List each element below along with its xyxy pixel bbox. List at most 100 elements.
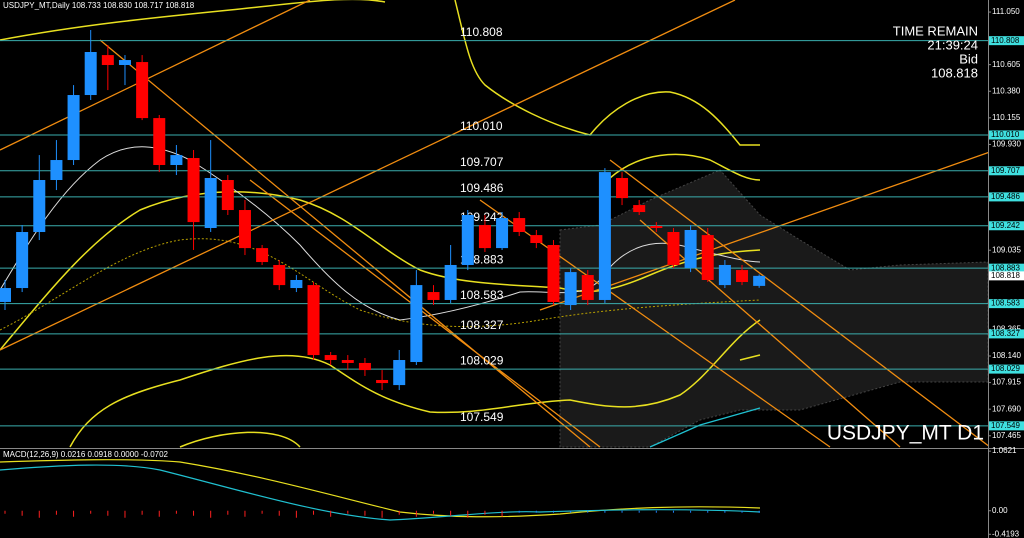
candle-body (170, 155, 183, 165)
cyan-line (649, 407, 761, 448)
candle-body (238, 210, 251, 249)
y-tick-label: 111.050 (992, 7, 1020, 16)
y-tick-label: 109.930 (992, 140, 1021, 149)
y-tick-label: 108.140 (992, 351, 1021, 360)
level-tag-label: 107.549 (991, 421, 1020, 430)
candle-body (650, 225, 663, 228)
dotted-ma (0, 238, 761, 331)
candle-body (496, 218, 509, 249)
candle-body (101, 55, 114, 66)
candle-body (410, 285, 423, 363)
level-tag (989, 364, 1024, 374)
candle-body (701, 235, 714, 280)
candle-body (633, 205, 646, 213)
candle-body (513, 218, 526, 233)
bollinger-middle (0, 191, 761, 351)
bollinger-outer (179, 153, 761, 448)
candle-body (718, 264, 731, 286)
y-tick-label: 107.690 (992, 404, 1021, 413)
level-tag (989, 329, 1024, 339)
level-tag-label: 110.808 (991, 36, 1020, 45)
level-tag-label: 109.486 (991, 192, 1020, 201)
candle-body (358, 362, 371, 371)
level-tag-label: 108.883 (991, 263, 1020, 272)
candle-body (33, 180, 46, 233)
candle-body (393, 360, 406, 386)
macd-tick-label: 1.0621 (992, 446, 1017, 455)
candle-body (736, 270, 749, 283)
candle-body (564, 272, 577, 306)
candle-body (118, 60, 131, 66)
level-tag (989, 130, 1024, 140)
candle-body (16, 232, 29, 289)
level-label: 108.583 (460, 288, 504, 302)
candle-body (547, 245, 560, 302)
level-tag-label: 108.029 (991, 364, 1020, 373)
bid-label: Bid (959, 51, 978, 66)
candle-body (753, 275, 766, 286)
level-tag (989, 192, 1024, 202)
level-tag-label: 109.707 (991, 166, 1020, 175)
candle-body (136, 62, 149, 119)
candle-body (667, 232, 680, 265)
macd-label: MACD(12,26,9) 0.0216 0.0918 0.0000 -0.07… (3, 450, 169, 459)
level-tag (989, 263, 1024, 273)
level-tag-label: 110.010 (991, 130, 1020, 139)
bollinger-lower (69, 319, 761, 448)
price-axis: 111.050 110.605 110.380 110.155 109.930 109.0… (988, 7, 1024, 440)
levels: 110.808110.010109.707109.486109.242108.8… (0, 25, 988, 427)
level-tag-label: 108.327 (991, 329, 1020, 338)
candle-body (153, 118, 166, 165)
level-label: 108.327 (460, 318, 504, 332)
level-tag-label: 109.242 (991, 221, 1020, 230)
y-tick-label: 108.365 (992, 325, 1021, 334)
level-label: 110.010 (460, 119, 503, 133)
candle-body (427, 292, 440, 300)
candle-body (324, 355, 337, 361)
level-tag (989, 221, 1024, 231)
candle-body (478, 225, 491, 249)
level-tag-label: 108.583 (991, 299, 1020, 308)
level-tag (989, 166, 1024, 176)
candle-body (444, 264, 457, 300)
y-tick-label: 109.035 (992, 245, 1021, 254)
bid-tag (989, 271, 1024, 281)
level-label: 110.808 (460, 25, 503, 39)
candle-body (581, 275, 594, 300)
level-label: 109.707 (460, 155, 504, 169)
macd-panel: 1.0621 0.00 -0.4193 (0, 446, 1020, 538)
indicators (0, 0, 1024, 448)
bid-value: 108.818 (931, 65, 978, 80)
level-tag (989, 36, 1024, 46)
level-label: 108.029 (460, 353, 504, 367)
time-remain: 21:39:24 (927, 37, 978, 52)
candles (0, 30, 766, 391)
candle-body (530, 235, 543, 244)
y-tick-label: 110.605 (992, 60, 1021, 69)
candle-body (461, 214, 474, 265)
bid-tag-label: 108.818 (991, 271, 1020, 280)
candle-body (290, 279, 303, 289)
macd-signal (0, 459, 761, 518)
candle-body (616, 177, 629, 199)
candle-body (598, 172, 611, 300)
candle-body (307, 285, 320, 356)
candle-body (187, 158, 200, 223)
macd-tick-label: -0.4193 (992, 529, 1020, 538)
candle-body (256, 248, 269, 263)
macd-main (0, 464, 761, 521)
time-remain-label: TIME REMAIN (893, 23, 978, 38)
y-tick-label: 107.465 (992, 431, 1021, 440)
candle-body (684, 230, 697, 269)
candle-body (341, 360, 354, 363)
candle-body (50, 160, 63, 181)
chart-title: USDJPY_MT D1 (827, 422, 984, 445)
candle-body (67, 95, 80, 161)
symbol-info: USDJPY_MT,Daily 108.733 108.830 108.717 … (3, 1, 195, 10)
y-tick-label: 107.915 (992, 378, 1021, 387)
candle-body (204, 177, 217, 228)
y-tick-label: 110.380 (992, 86, 1021, 95)
candle-body (273, 264, 286, 286)
level-tag (989, 299, 1024, 309)
